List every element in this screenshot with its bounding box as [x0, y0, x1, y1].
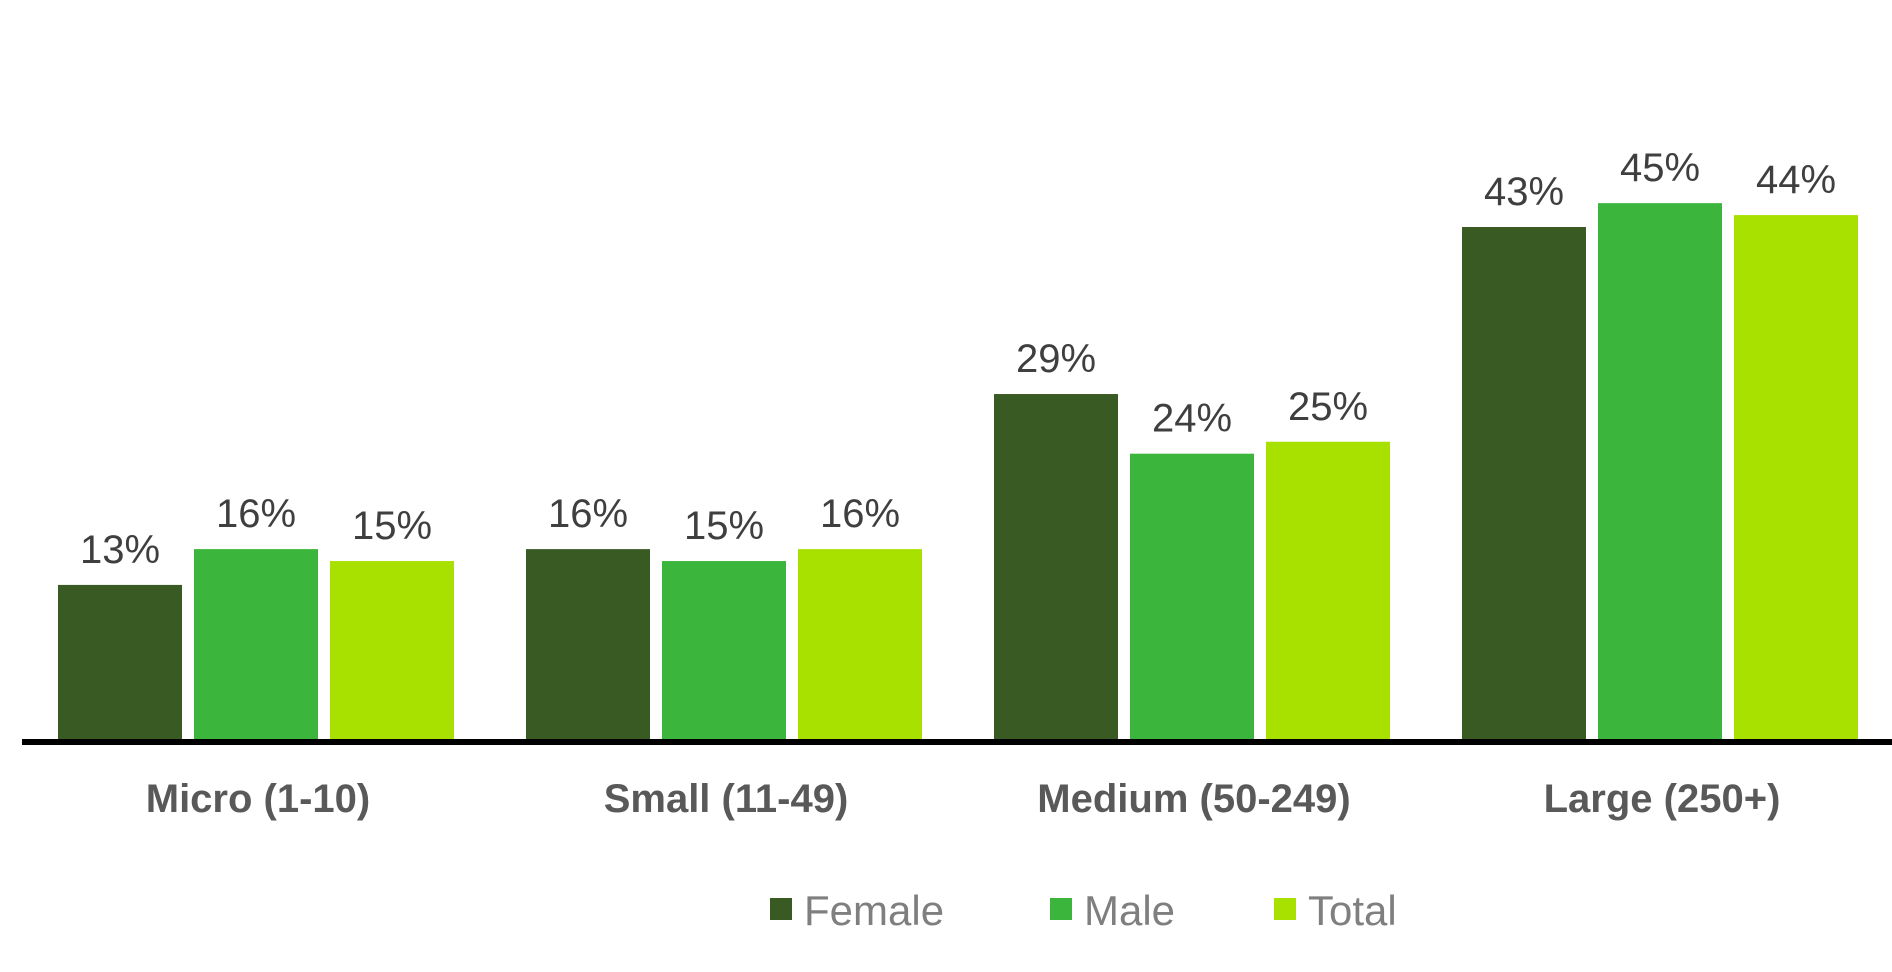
bar-male-0 — [194, 549, 318, 740]
bar-male-2 — [1130, 453, 1254, 740]
bar-female-1 — [526, 549, 650, 740]
data-label-male-1: 15% — [684, 504, 764, 548]
bar-male-3 — [1598, 203, 1722, 740]
bar-total-0 — [330, 561, 454, 740]
legend-swatch-female — [770, 898, 792, 920]
data-label-total-3: 44% — [1756, 158, 1836, 202]
bar-male-1 — [662, 561, 786, 740]
category-label-1: Small (11-49) — [604, 777, 849, 821]
bar-total-2 — [1266, 441, 1390, 740]
data-label-female-2: 29% — [1016, 337, 1096, 381]
data-label-total-2: 25% — [1288, 385, 1368, 429]
data-label-female-0: 13% — [80, 528, 160, 572]
legend-label-male: Male — [1084, 887, 1175, 934]
data-label-total-0: 15% — [352, 504, 432, 548]
legend-swatch-total — [1274, 898, 1296, 920]
legend-swatch-male — [1050, 898, 1072, 920]
legend-label-total: Total — [1308, 887, 1397, 934]
data-label-male-3: 45% — [1620, 146, 1700, 190]
bar-total-1 — [798, 549, 922, 740]
category-label-3: Large (250+) — [1544, 777, 1781, 821]
bar-total-3 — [1734, 215, 1858, 740]
legend: Female Male Total — [770, 887, 1397, 934]
data-label-total-1: 16% — [820, 492, 900, 536]
category-labels-layer: Micro (1-10) Small (11-49) Medium (50-249)… — [146, 777, 1781, 821]
data-label-female-3: 43% — [1484, 170, 1564, 214]
data-labels-layer: 13% 16% 15% 16% 15% 16% 29% 24% 25% 43% 45% 44% — [80, 146, 1836, 572]
category-label-2: Medium (50-249) — [1037, 777, 1350, 821]
bar-female-2 — [994, 394, 1118, 740]
data-label-male-0: 16% — [216, 492, 296, 536]
category-label-0: Micro (1-10) — [146, 777, 371, 821]
bar-female-0 — [58, 584, 182, 740]
legend-label-female: Female — [804, 887, 944, 934]
bars-layer — [58, 203, 1858, 740]
data-label-male-2: 24% — [1152, 397, 1232, 441]
bar-female-3 — [1462, 227, 1586, 740]
data-label-female-1: 16% — [548, 492, 628, 536]
